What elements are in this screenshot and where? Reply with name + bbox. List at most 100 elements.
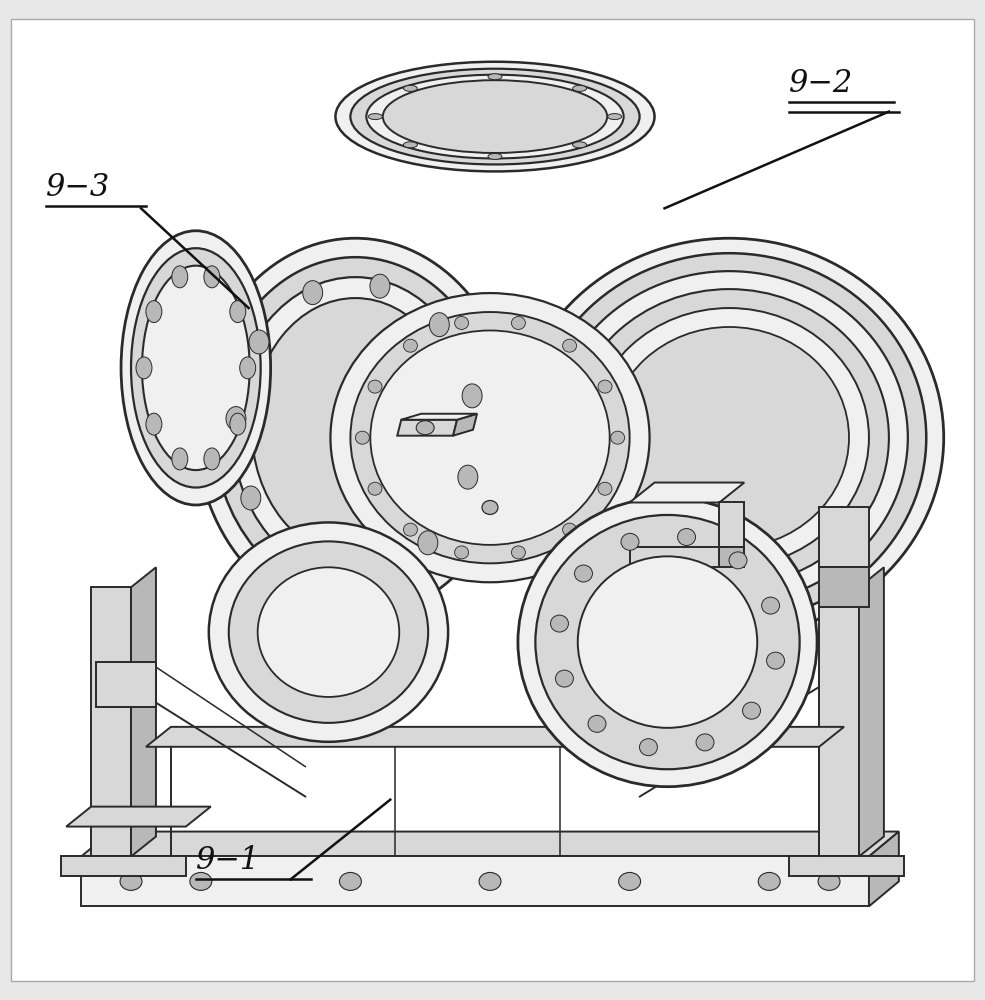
Ellipse shape (758, 872, 780, 890)
Ellipse shape (351, 69, 639, 164)
Ellipse shape (610, 327, 849, 548)
Ellipse shape (370, 330, 610, 545)
Ellipse shape (761, 597, 779, 614)
Ellipse shape (404, 339, 418, 352)
Ellipse shape (536, 515, 800, 769)
Polygon shape (97, 662, 156, 707)
Ellipse shape (230, 301, 246, 323)
Ellipse shape (209, 522, 448, 742)
Ellipse shape (551, 615, 568, 632)
Polygon shape (146, 727, 844, 747)
Ellipse shape (190, 872, 212, 890)
Ellipse shape (729, 552, 747, 569)
Ellipse shape (429, 313, 449, 337)
Ellipse shape (819, 872, 840, 890)
Ellipse shape (330, 293, 649, 582)
Ellipse shape (511, 546, 525, 559)
Ellipse shape (562, 339, 576, 352)
Polygon shape (92, 587, 131, 856)
Ellipse shape (404, 523, 418, 536)
Ellipse shape (258, 567, 399, 697)
Ellipse shape (598, 380, 612, 393)
Ellipse shape (121, 231, 271, 505)
Polygon shape (81, 856, 869, 906)
Ellipse shape (588, 715, 606, 732)
Ellipse shape (204, 448, 220, 470)
Ellipse shape (131, 248, 261, 488)
Ellipse shape (455, 546, 469, 559)
Ellipse shape (515, 238, 944, 637)
Ellipse shape (340, 872, 361, 890)
Ellipse shape (578, 556, 757, 728)
Polygon shape (789, 856, 904, 876)
Polygon shape (401, 414, 477, 420)
Polygon shape (81, 832, 899, 856)
Ellipse shape (621, 533, 639, 550)
Ellipse shape (619, 872, 640, 890)
Ellipse shape (368, 482, 382, 495)
Ellipse shape (229, 541, 428, 723)
Ellipse shape (214, 257, 497, 598)
Text: 9−2: 9−2 (789, 68, 853, 99)
Ellipse shape (146, 301, 162, 323)
Ellipse shape (302, 281, 323, 305)
Polygon shape (397, 420, 457, 436)
Text: 9−1: 9−1 (196, 845, 260, 876)
Ellipse shape (230, 413, 246, 435)
Ellipse shape (611, 431, 624, 444)
Polygon shape (820, 567, 869, 607)
Polygon shape (869, 832, 899, 906)
Ellipse shape (418, 531, 437, 555)
Ellipse shape (551, 271, 908, 604)
Ellipse shape (488, 153, 502, 159)
Polygon shape (61, 856, 186, 876)
Ellipse shape (766, 652, 784, 669)
Ellipse shape (383, 80, 607, 153)
Ellipse shape (120, 872, 142, 890)
Ellipse shape (462, 384, 482, 408)
Ellipse shape (366, 75, 624, 158)
Ellipse shape (249, 330, 269, 354)
Ellipse shape (146, 413, 162, 435)
Ellipse shape (598, 482, 612, 495)
Ellipse shape (488, 74, 502, 80)
Ellipse shape (572, 85, 587, 91)
Ellipse shape (556, 670, 573, 687)
Ellipse shape (204, 266, 220, 288)
Ellipse shape (532, 253, 926, 622)
Ellipse shape (569, 289, 888, 586)
Ellipse shape (196, 238, 515, 617)
Ellipse shape (479, 872, 501, 890)
Ellipse shape (370, 274, 390, 298)
Ellipse shape (368, 380, 382, 393)
Ellipse shape (351, 312, 629, 563)
Ellipse shape (574, 565, 592, 582)
Ellipse shape (518, 498, 818, 787)
Polygon shape (629, 483, 745, 502)
Polygon shape (629, 547, 719, 567)
Polygon shape (820, 587, 859, 856)
Ellipse shape (608, 114, 622, 120)
Ellipse shape (239, 357, 256, 379)
Ellipse shape (696, 734, 714, 751)
Ellipse shape (355, 560, 375, 584)
Ellipse shape (639, 739, 657, 756)
Ellipse shape (743, 702, 760, 719)
Ellipse shape (590, 308, 869, 567)
Ellipse shape (136, 357, 152, 379)
Ellipse shape (458, 465, 478, 489)
Ellipse shape (404, 85, 418, 91)
Ellipse shape (252, 298, 459, 557)
Ellipse shape (572, 142, 587, 148)
Ellipse shape (678, 529, 695, 545)
Polygon shape (820, 507, 869, 567)
Ellipse shape (241, 486, 261, 510)
Ellipse shape (336, 62, 655, 171)
Ellipse shape (511, 316, 525, 329)
Polygon shape (719, 547, 745, 567)
Ellipse shape (482, 500, 498, 514)
Polygon shape (66, 807, 211, 827)
Ellipse shape (289, 543, 309, 567)
Ellipse shape (171, 266, 188, 288)
Ellipse shape (226, 407, 246, 431)
